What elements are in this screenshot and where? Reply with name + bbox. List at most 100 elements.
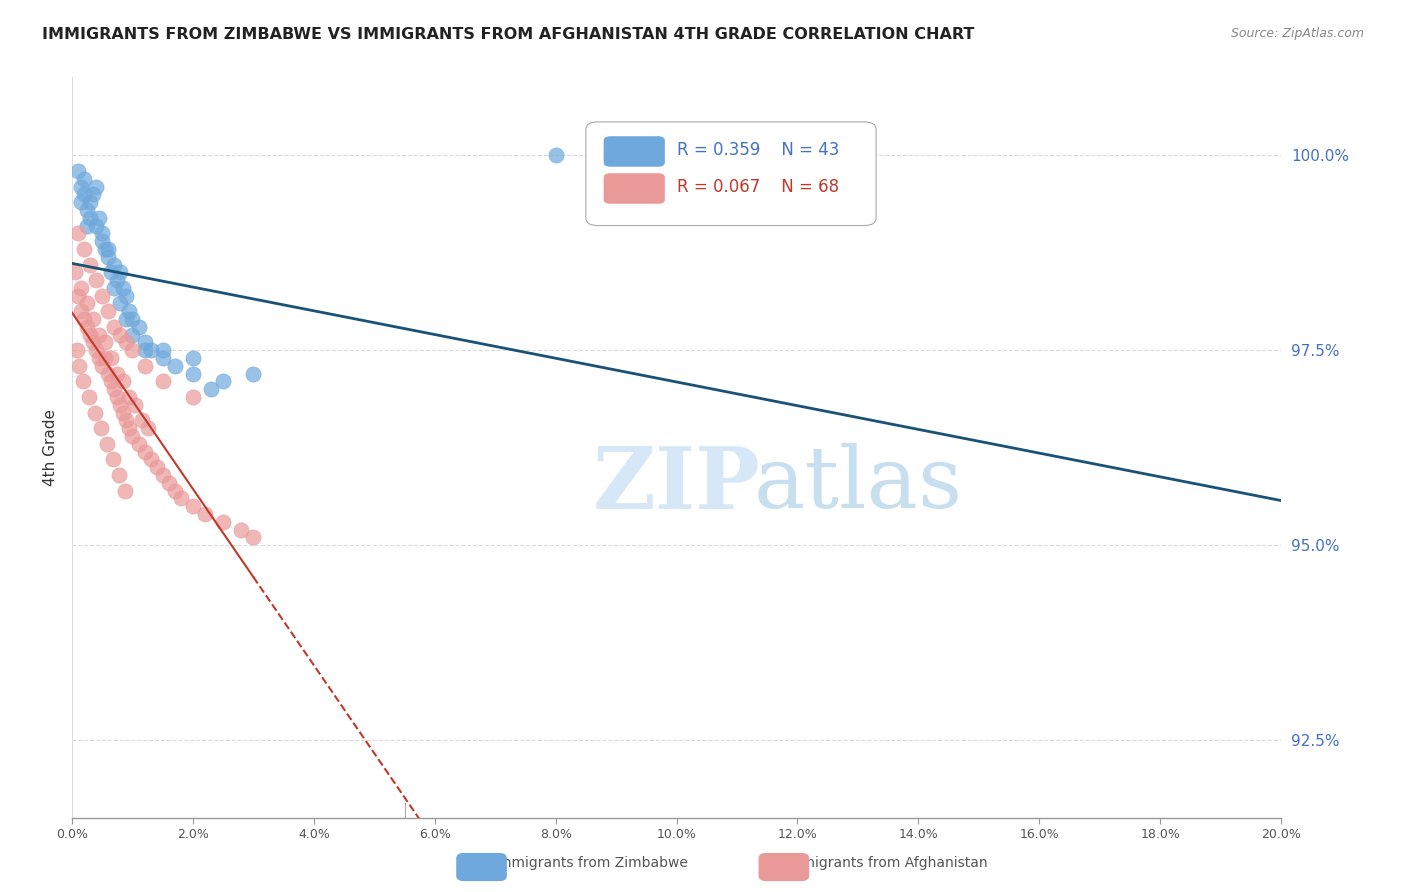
Point bbox=[121, 343, 143, 358]
Point bbox=[82, 312, 104, 326]
Point bbox=[76, 296, 98, 310]
Point bbox=[70, 304, 93, 318]
Point bbox=[73, 242, 96, 256]
Point bbox=[103, 258, 125, 272]
Point bbox=[84, 273, 107, 287]
Point bbox=[163, 359, 186, 373]
Point bbox=[108, 467, 131, 482]
Point bbox=[124, 398, 146, 412]
Point bbox=[115, 312, 138, 326]
Point bbox=[94, 351, 117, 365]
Point bbox=[97, 304, 120, 318]
Point bbox=[200, 382, 222, 396]
Point bbox=[181, 390, 204, 404]
Text: atlas: atlas bbox=[754, 443, 963, 526]
Point bbox=[105, 273, 128, 287]
Point bbox=[242, 530, 264, 544]
Point bbox=[84, 343, 107, 358]
Point bbox=[139, 452, 162, 467]
Point bbox=[100, 375, 122, 389]
Point bbox=[152, 375, 174, 389]
Point bbox=[91, 288, 114, 302]
Point bbox=[67, 164, 90, 178]
Point bbox=[152, 351, 174, 365]
Point bbox=[134, 335, 156, 350]
Point bbox=[105, 390, 128, 404]
Point bbox=[97, 242, 120, 256]
Point bbox=[66, 343, 89, 358]
Point bbox=[100, 351, 122, 365]
Point bbox=[82, 335, 104, 350]
Text: IMMIGRANTS FROM ZIMBABWE VS IMMIGRANTS FROM AFGHANISTAN 4TH GRADE CORRELATION CH: IMMIGRANTS FROM ZIMBABWE VS IMMIGRANTS F… bbox=[42, 27, 974, 42]
FancyBboxPatch shape bbox=[605, 174, 665, 203]
Point bbox=[89, 211, 111, 225]
Point bbox=[100, 265, 122, 279]
Point bbox=[70, 281, 93, 295]
Point bbox=[89, 327, 111, 342]
Point bbox=[94, 242, 117, 256]
Point bbox=[112, 375, 135, 389]
Point bbox=[73, 171, 96, 186]
FancyBboxPatch shape bbox=[586, 122, 876, 226]
Point bbox=[145, 460, 167, 475]
Y-axis label: 4th Grade: 4th Grade bbox=[44, 409, 58, 486]
Point bbox=[76, 319, 98, 334]
Point bbox=[82, 187, 104, 202]
Point bbox=[114, 483, 136, 498]
Point bbox=[84, 406, 107, 420]
Point bbox=[79, 195, 101, 210]
Point bbox=[97, 250, 120, 264]
Point bbox=[79, 327, 101, 342]
Point bbox=[72, 375, 94, 389]
Point bbox=[121, 312, 143, 326]
Point bbox=[96, 437, 118, 451]
Point bbox=[115, 413, 138, 427]
Point bbox=[101, 452, 124, 467]
Point bbox=[103, 319, 125, 334]
Text: ZIP: ZIP bbox=[593, 442, 761, 526]
Point bbox=[134, 359, 156, 373]
Point bbox=[73, 187, 96, 202]
Point bbox=[112, 406, 135, 420]
Point bbox=[76, 202, 98, 217]
Point bbox=[112, 281, 135, 295]
Point bbox=[97, 367, 120, 381]
Point bbox=[118, 390, 141, 404]
Point bbox=[170, 491, 193, 506]
Point bbox=[212, 375, 235, 389]
Point bbox=[110, 296, 132, 310]
Point bbox=[194, 507, 217, 521]
Point bbox=[131, 413, 153, 427]
Point bbox=[231, 523, 253, 537]
Point bbox=[110, 398, 132, 412]
Point bbox=[163, 483, 186, 498]
Point bbox=[67, 288, 90, 302]
Text: R = 0.067    N = 68: R = 0.067 N = 68 bbox=[676, 178, 838, 196]
Point bbox=[67, 227, 90, 241]
Point bbox=[118, 421, 141, 435]
Point bbox=[110, 327, 132, 342]
Point bbox=[76, 219, 98, 233]
Point bbox=[79, 258, 101, 272]
Point bbox=[70, 195, 93, 210]
Text: Source: ZipAtlas.com: Source: ZipAtlas.com bbox=[1230, 27, 1364, 40]
Point bbox=[115, 288, 138, 302]
Point bbox=[103, 281, 125, 295]
Point bbox=[105, 367, 128, 381]
Point bbox=[91, 227, 114, 241]
Point bbox=[63, 265, 86, 279]
Point bbox=[128, 319, 150, 334]
Point bbox=[118, 304, 141, 318]
Point bbox=[67, 359, 90, 373]
Point bbox=[128, 437, 150, 451]
Point bbox=[115, 335, 138, 350]
Point bbox=[181, 367, 204, 381]
Point bbox=[139, 343, 162, 358]
Point bbox=[90, 421, 112, 435]
Point bbox=[91, 234, 114, 248]
Point bbox=[134, 343, 156, 358]
Text: Immigrants from Zimbabwe: Immigrants from Zimbabwe bbox=[494, 855, 688, 870]
FancyBboxPatch shape bbox=[605, 136, 665, 166]
Text: Immigrants from Afghanistan: Immigrants from Afghanistan bbox=[785, 855, 987, 870]
Point bbox=[70, 179, 93, 194]
